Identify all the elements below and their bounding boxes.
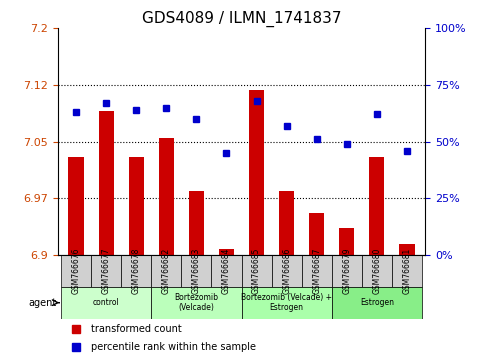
- FancyBboxPatch shape: [271, 255, 302, 287]
- FancyBboxPatch shape: [392, 255, 422, 287]
- Text: Estrogen: Estrogen: [360, 298, 394, 307]
- FancyBboxPatch shape: [61, 287, 151, 319]
- Bar: [399, 244, 414, 255]
- Text: transformed count: transformed count: [91, 324, 182, 334]
- Text: percentile rank within the sample: percentile rank within the sample: [91, 342, 256, 352]
- Title: GDS4089 / ILMN_1741837: GDS4089 / ILMN_1741837: [142, 11, 341, 27]
- FancyBboxPatch shape: [242, 287, 332, 319]
- Text: GSM766678: GSM766678: [132, 247, 141, 294]
- Text: agent: agent: [28, 298, 57, 308]
- Bar: [309, 213, 324, 255]
- Text: GSM766683: GSM766683: [192, 247, 201, 294]
- FancyBboxPatch shape: [151, 255, 181, 287]
- FancyBboxPatch shape: [212, 255, 242, 287]
- FancyBboxPatch shape: [302, 255, 332, 287]
- FancyBboxPatch shape: [362, 255, 392, 287]
- Bar: [219, 249, 234, 255]
- Text: GSM766676: GSM766676: [71, 247, 81, 294]
- Text: control: control: [93, 298, 119, 307]
- FancyBboxPatch shape: [151, 287, 242, 319]
- Bar: [69, 157, 84, 255]
- Bar: [159, 138, 174, 255]
- FancyBboxPatch shape: [332, 255, 362, 287]
- Bar: [339, 228, 355, 255]
- FancyBboxPatch shape: [181, 255, 212, 287]
- Bar: [369, 157, 384, 255]
- Text: GSM766686: GSM766686: [282, 247, 291, 294]
- Text: GSM766684: GSM766684: [222, 247, 231, 294]
- Text: GSM766682: GSM766682: [162, 248, 171, 294]
- Bar: [279, 191, 294, 255]
- FancyBboxPatch shape: [61, 255, 91, 287]
- FancyBboxPatch shape: [332, 287, 422, 319]
- FancyBboxPatch shape: [242, 255, 271, 287]
- FancyBboxPatch shape: [121, 255, 151, 287]
- Text: GSM766687: GSM766687: [312, 247, 321, 294]
- Bar: [189, 191, 204, 255]
- Bar: [128, 157, 144, 255]
- Bar: [99, 112, 114, 255]
- Bar: [249, 90, 264, 255]
- Text: GSM766681: GSM766681: [402, 248, 412, 294]
- Text: GSM766685: GSM766685: [252, 247, 261, 294]
- Text: GSM766679: GSM766679: [342, 247, 351, 294]
- Text: Bortezomib
(Velcade): Bortezomib (Velcade): [174, 293, 218, 312]
- FancyBboxPatch shape: [91, 255, 121, 287]
- Text: GSM766680: GSM766680: [372, 247, 382, 294]
- Text: GSM766677: GSM766677: [101, 247, 111, 294]
- Text: Bortezomib (Velcade) +
Estrogen: Bortezomib (Velcade) + Estrogen: [241, 293, 332, 312]
